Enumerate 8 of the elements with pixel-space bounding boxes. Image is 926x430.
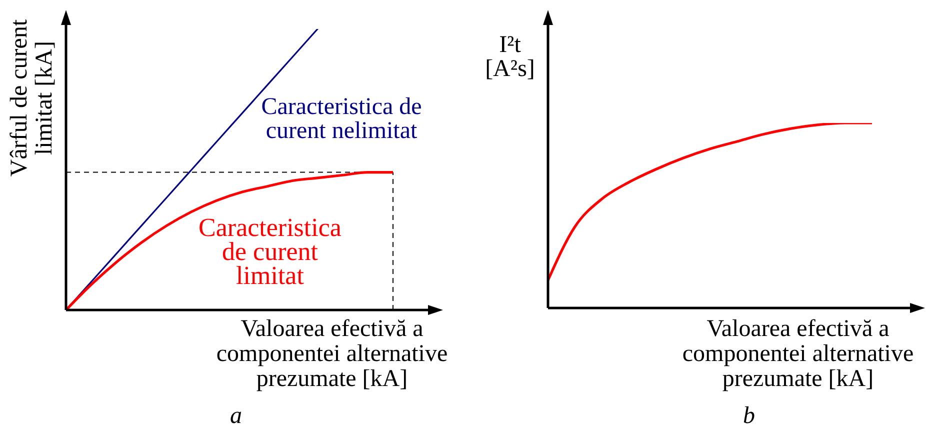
y-axis-title: Vârful de curent limitat [kA] [6, 19, 58, 177]
series-label: Caracteristica de curent nelimitat [261, 94, 422, 144]
text: b [743, 403, 755, 429]
x-axis-title: Valoarea efectivă a componentei alternative prezumate [kA] [216, 316, 448, 392]
text: a [230, 403, 242, 429]
y-axis-title: I²t [A²s] [485, 32, 535, 82]
series-label: Caracteristica de curent limitat [198, 213, 342, 290]
x-axis-title: Valoarea efectivă a componentei alternative prezumate [kA] [682, 316, 914, 392]
